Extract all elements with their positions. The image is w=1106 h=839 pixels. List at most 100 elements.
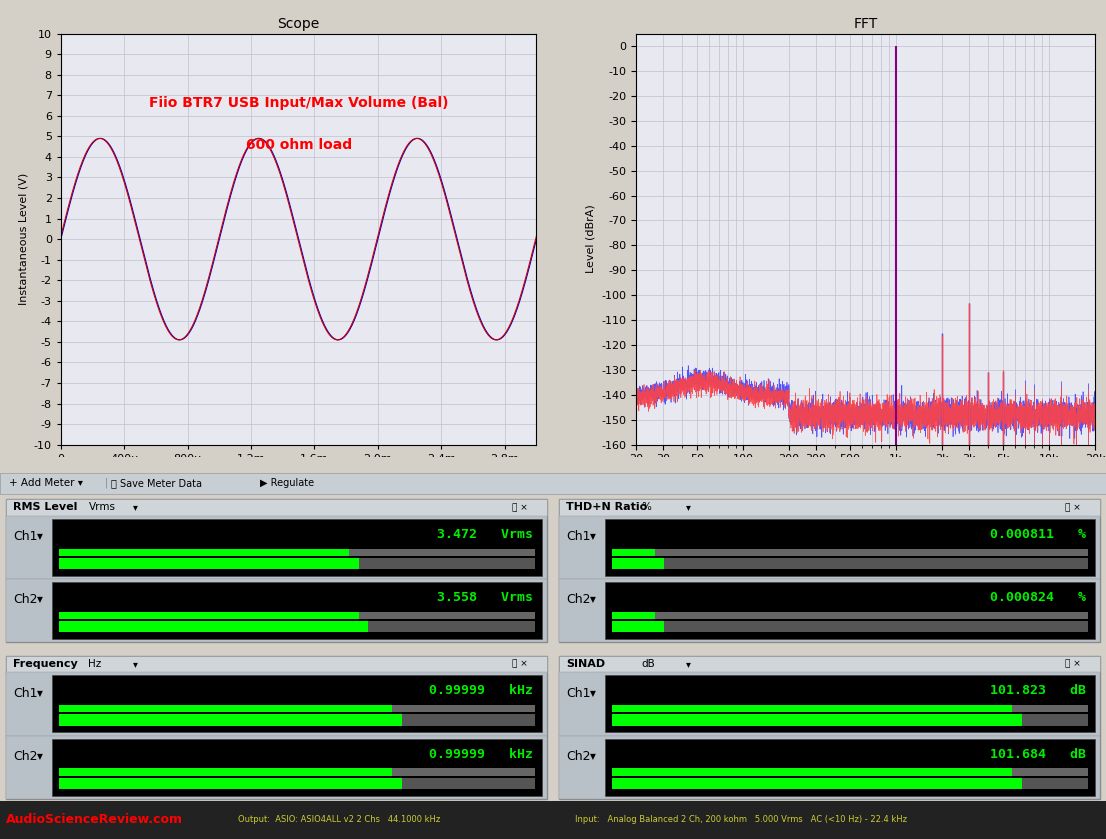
Text: 3.558   Vrms: 3.558 Vrms bbox=[437, 591, 533, 604]
Text: RMS Level: RMS Level bbox=[13, 503, 77, 513]
X-axis label: Frequency (Hz): Frequency (Hz) bbox=[818, 470, 912, 483]
Text: THD+N Ratio: THD+N Ratio bbox=[566, 503, 647, 513]
Text: 3.472   Vrms: 3.472 Vrms bbox=[437, 528, 533, 541]
FancyBboxPatch shape bbox=[605, 519, 1095, 576]
FancyBboxPatch shape bbox=[559, 672, 1100, 736]
Text: Frequency: Frequency bbox=[13, 659, 79, 669]
Text: ▾: ▾ bbox=[686, 659, 690, 669]
Text: Input:   Analog Balanced 2 Ch, 200 kohm   5.000 Vrms   AC (<10 Hz) - 22.4 kHz: Input: Analog Balanced 2 Ch, 200 kohm 5.… bbox=[575, 816, 907, 825]
FancyBboxPatch shape bbox=[559, 516, 1100, 579]
FancyBboxPatch shape bbox=[6, 672, 547, 736]
FancyBboxPatch shape bbox=[0, 457, 1106, 839]
FancyBboxPatch shape bbox=[52, 675, 542, 732]
Text: ▼: ▼ bbox=[36, 752, 42, 761]
Text: |: | bbox=[105, 478, 108, 488]
Text: 0.99999   kHz: 0.99999 kHz bbox=[429, 748, 533, 761]
Text: ⤢ ×: ⤢ × bbox=[1065, 659, 1081, 669]
FancyBboxPatch shape bbox=[559, 579, 1100, 643]
FancyBboxPatch shape bbox=[6, 499, 547, 643]
Text: ▼: ▼ bbox=[36, 532, 42, 541]
FancyBboxPatch shape bbox=[59, 612, 535, 619]
FancyBboxPatch shape bbox=[6, 499, 547, 516]
FancyBboxPatch shape bbox=[59, 714, 535, 726]
Text: AudioScienceReview.com: AudioScienceReview.com bbox=[6, 814, 182, 826]
Text: + Add Meter ▾: + Add Meter ▾ bbox=[9, 478, 83, 488]
FancyBboxPatch shape bbox=[559, 499, 1100, 643]
FancyBboxPatch shape bbox=[59, 769, 393, 776]
FancyBboxPatch shape bbox=[6, 579, 547, 643]
FancyBboxPatch shape bbox=[605, 582, 1095, 639]
FancyBboxPatch shape bbox=[612, 778, 1088, 789]
FancyBboxPatch shape bbox=[612, 714, 1088, 726]
FancyBboxPatch shape bbox=[6, 516, 547, 579]
Text: Output:  ASIO: ASIO4ALL v2 2 Chs   44.1000 kHz: Output: ASIO: ASIO4ALL v2 2 Chs 44.1000 … bbox=[238, 816, 440, 825]
FancyBboxPatch shape bbox=[59, 778, 535, 789]
FancyBboxPatch shape bbox=[59, 621, 368, 633]
FancyBboxPatch shape bbox=[612, 621, 664, 633]
X-axis label: Time (s): Time (s) bbox=[273, 469, 324, 482]
FancyBboxPatch shape bbox=[52, 519, 542, 576]
FancyBboxPatch shape bbox=[612, 778, 1022, 789]
FancyBboxPatch shape bbox=[559, 656, 1100, 672]
Text: 101.823   dB: 101.823 dB bbox=[990, 685, 1086, 697]
Title: Scope: Scope bbox=[278, 17, 320, 31]
FancyBboxPatch shape bbox=[52, 582, 542, 639]
Text: Ch1: Ch1 bbox=[566, 530, 591, 543]
Text: ⤢ ×: ⤢ × bbox=[512, 659, 528, 669]
FancyBboxPatch shape bbox=[59, 558, 535, 569]
Text: 💾 Save Meter Data: 💾 Save Meter Data bbox=[111, 478, 201, 488]
Text: ⤢ ×: ⤢ × bbox=[512, 503, 528, 512]
FancyBboxPatch shape bbox=[612, 558, 1088, 569]
FancyBboxPatch shape bbox=[559, 736, 1100, 799]
Text: 0.000824   %: 0.000824 % bbox=[990, 591, 1086, 604]
FancyBboxPatch shape bbox=[59, 612, 359, 619]
FancyBboxPatch shape bbox=[0, 800, 1106, 839]
FancyBboxPatch shape bbox=[59, 714, 401, 726]
Text: ▼: ▼ bbox=[589, 532, 595, 541]
FancyBboxPatch shape bbox=[559, 656, 1100, 799]
Text: 0.99999   kHz: 0.99999 kHz bbox=[429, 685, 533, 697]
FancyBboxPatch shape bbox=[605, 738, 1095, 795]
Text: 600 ohm load: 600 ohm load bbox=[246, 138, 352, 152]
Text: Fiio BTR7 USB Input/Max Volume (Bal): Fiio BTR7 USB Input/Max Volume (Bal) bbox=[149, 96, 448, 111]
Text: ▶ Regulate: ▶ Regulate bbox=[260, 478, 314, 488]
FancyBboxPatch shape bbox=[6, 656, 547, 672]
Text: Hz: Hz bbox=[88, 659, 102, 669]
Title: FFT: FFT bbox=[854, 17, 877, 31]
FancyBboxPatch shape bbox=[52, 738, 542, 795]
Text: %: % bbox=[641, 503, 651, 513]
FancyBboxPatch shape bbox=[612, 612, 655, 619]
Text: 101.684   dB: 101.684 dB bbox=[990, 748, 1086, 761]
Text: Ch2: Ch2 bbox=[566, 750, 591, 763]
FancyBboxPatch shape bbox=[59, 621, 535, 633]
Text: Ch2: Ch2 bbox=[566, 593, 591, 607]
Text: ▼: ▼ bbox=[589, 752, 595, 761]
FancyBboxPatch shape bbox=[59, 558, 359, 569]
FancyBboxPatch shape bbox=[612, 769, 1012, 776]
Text: ▾: ▾ bbox=[686, 503, 690, 513]
Text: Ch2: Ch2 bbox=[13, 750, 38, 763]
Text: Ch1: Ch1 bbox=[13, 530, 38, 543]
Y-axis label: Level (dBrA): Level (dBrA) bbox=[585, 205, 595, 274]
Text: ▼: ▼ bbox=[36, 596, 42, 604]
FancyBboxPatch shape bbox=[605, 675, 1095, 732]
Text: Ch2: Ch2 bbox=[13, 593, 38, 607]
FancyBboxPatch shape bbox=[59, 778, 401, 789]
FancyBboxPatch shape bbox=[612, 621, 1088, 633]
FancyBboxPatch shape bbox=[59, 549, 535, 556]
FancyBboxPatch shape bbox=[559, 499, 1100, 516]
FancyBboxPatch shape bbox=[6, 736, 547, 799]
Text: Ch1: Ch1 bbox=[566, 686, 591, 700]
FancyBboxPatch shape bbox=[612, 612, 1088, 619]
Text: ▼: ▼ bbox=[589, 596, 595, 604]
Text: Ch1: Ch1 bbox=[13, 686, 38, 700]
Text: dB: dB bbox=[641, 659, 655, 669]
FancyBboxPatch shape bbox=[612, 714, 1022, 726]
FancyBboxPatch shape bbox=[612, 705, 1012, 712]
Y-axis label: Instantaneous Level (V): Instantaneous Level (V) bbox=[18, 173, 29, 305]
Text: ▼: ▼ bbox=[36, 689, 42, 698]
FancyBboxPatch shape bbox=[612, 769, 1088, 776]
FancyBboxPatch shape bbox=[612, 705, 1088, 712]
FancyBboxPatch shape bbox=[0, 472, 1106, 493]
Text: ▼: ▼ bbox=[589, 689, 595, 698]
